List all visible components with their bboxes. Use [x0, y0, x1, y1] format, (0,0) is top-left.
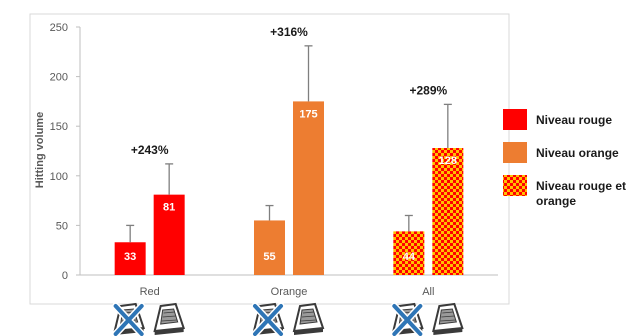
y-tick-label: 250 [50, 22, 68, 34]
category-label: All [422, 286, 434, 298]
bar-orange-2 [293, 101, 324, 276]
legend: Niveau rouge Niveau orange Niveau rouge et… [503, 109, 626, 208]
change-label: +289% [409, 83, 447, 97]
change-label: +243% [131, 143, 169, 157]
bar-red-2 [153, 194, 185, 275]
y-axis: 0 50 100 150 200 250 [50, 22, 498, 282]
bar-value-label: 81 [163, 202, 175, 214]
y-tick-label: 100 [50, 171, 68, 183]
legend-label: Niveau orange [536, 146, 619, 160]
y-tick-label: 200 [50, 72, 68, 84]
category-label: Red [140, 286, 160, 298]
bar-value-label: 175 [299, 108, 317, 120]
category-label: Orange [271, 286, 308, 298]
crossed-out-device-icon [251, 302, 285, 336]
legend-label: Niveau rouge et orange [536, 179, 626, 208]
crossed-out-device-icon [390, 302, 424, 336]
y-tick-label: 0 [62, 270, 68, 282]
y-tick-label: 150 [50, 121, 68, 133]
bar-orange-1 [254, 220, 285, 275]
y-tick-label: 50 [56, 220, 68, 232]
bar-all-1 [393, 231, 425, 275]
device-icon [293, 303, 324, 336]
bar-value-label: 44 [403, 251, 416, 263]
labels: 33 81 +243% Red 55 175 +316% Orange 44 128 +289% Al… [124, 25, 457, 298]
change-label: +316% [270, 25, 308, 39]
device-icon [153, 303, 185, 336]
y-axis-title: Hitting volume [34, 112, 46, 188]
bars [114, 45, 464, 276]
device-icon [432, 303, 464, 336]
bar-value-label: 33 [124, 251, 136, 263]
legend-swatch [503, 142, 527, 163]
legend-swatch [503, 109, 527, 130]
legend-label: Niveau rouge [536, 113, 612, 127]
device-icons [112, 302, 464, 336]
bar-value-label: 55 [263, 251, 275, 263]
bar-all-2 [432, 148, 464, 275]
legend-swatch [503, 175, 527, 196]
bar-value-label: 128 [439, 155, 457, 167]
crossed-out-device-icon [112, 302, 146, 336]
bar-red-1 [114, 242, 146, 275]
